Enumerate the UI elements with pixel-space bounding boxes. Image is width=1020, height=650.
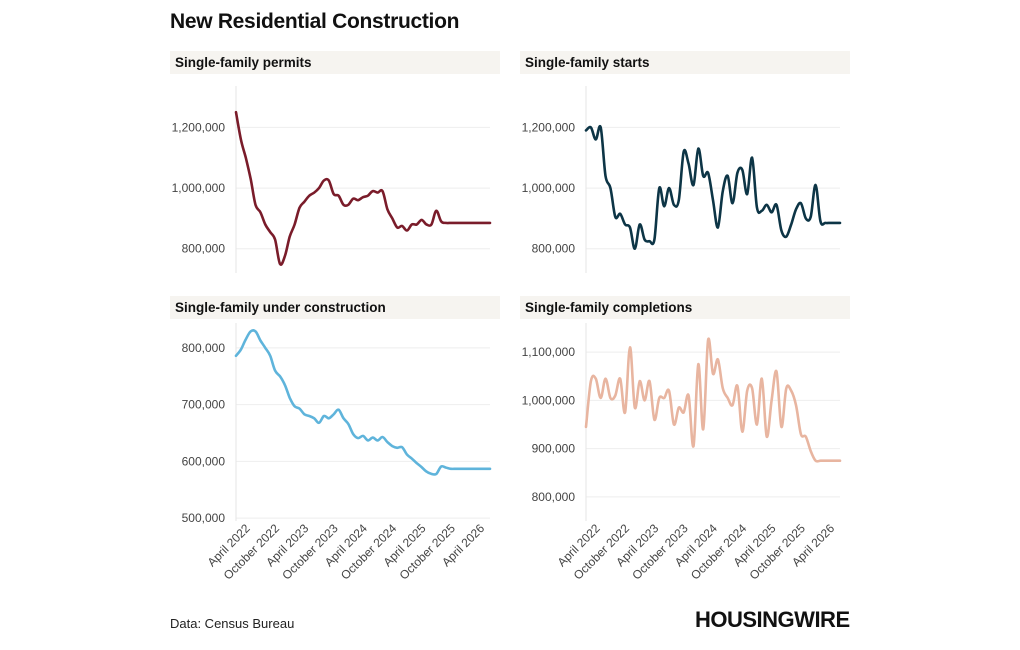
- panel-header: [520, 51, 850, 74]
- y-tick-label: 900,000: [532, 442, 576, 456]
- series-line: [234, 329, 492, 476]
- panel-under-construction: Single-family under construction 500,000…: [170, 296, 500, 596]
- panel-header: [170, 51, 500, 74]
- series-line: [584, 124, 842, 251]
- panel-header: [170, 296, 500, 319]
- housingwire-logo[interactable]: HOUSINGWIRE: [695, 607, 850, 632]
- page-title: New Residential Construction: [170, 10, 460, 33]
- series-line: [584, 337, 842, 463]
- panel-starts: Single-family starts 800,000 1,000,000 1,2…: [520, 51, 850, 301]
- series-line: [234, 110, 492, 266]
- panel-completions: Single-family completions 800,000 900,000…: [520, 296, 850, 596]
- y-tick-label: 1,200,000: [522, 120, 576, 134]
- panel-title: Single-family permits: [175, 55, 312, 70]
- panel-title: Single-family under construction: [175, 300, 386, 315]
- y-tick-label: 1,100,000: [522, 345, 576, 359]
- panel-header: [520, 296, 850, 319]
- chart-permits: 800,000 1,000,000 1,200,000: [172, 86, 492, 273]
- y-tick-label: 1,000,000: [172, 181, 226, 195]
- panel-title: Single-family starts: [525, 55, 650, 70]
- panel-title: Single-family completions: [525, 300, 693, 315]
- source-note: Data: Census Bureau: [170, 616, 295, 631]
- y-tick-label: 500,000: [182, 511, 226, 525]
- y-tick-label: 800,000: [532, 490, 576, 504]
- panel-permits: Single-family permits 800,000 1,000,000 1,…: [170, 51, 500, 301]
- y-tick-label: 800,000: [182, 341, 226, 355]
- y-tick-label: 600,000: [182, 454, 226, 468]
- y-tick-label: 800,000: [182, 242, 226, 256]
- y-tick-label: 1,200,000: [172, 120, 226, 134]
- y-tick-label: 1,000,000: [522, 181, 576, 195]
- chart-starts: 800,000 1,000,000 1,200,000: [522, 86, 842, 273]
- y-tick-label: 1,000,000: [522, 393, 576, 407]
- y-tick-label: 700,000: [182, 398, 226, 412]
- y-tick-label: 800,000: [532, 242, 576, 256]
